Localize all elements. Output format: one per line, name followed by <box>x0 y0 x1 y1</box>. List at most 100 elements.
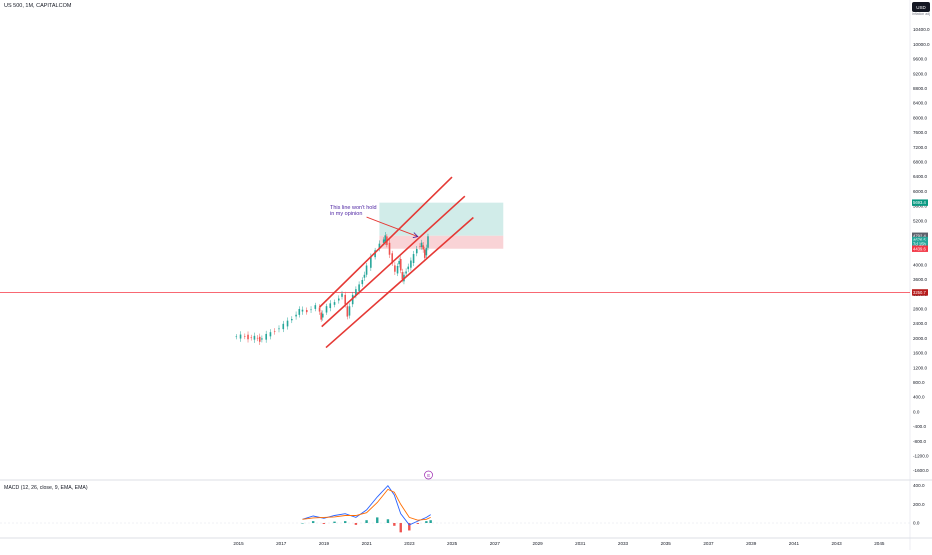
macd-y-tick-label: 400.0 <box>913 483 925 488</box>
candle-body <box>398 260 400 265</box>
macd-histogram-bar <box>344 521 347 523</box>
candle-body <box>361 279 364 285</box>
candle-body <box>269 332 272 337</box>
y-tick-label: 10000.0 <box>913 42 930 47</box>
candle-body <box>235 336 238 338</box>
candle-body <box>388 242 391 255</box>
x-tick-label: 2019 <box>319 541 330 546</box>
y-tick-label: 3600.0 <box>913 277 927 282</box>
macd-histogram-bar <box>399 523 402 533</box>
macd-histogram-bar <box>365 520 368 523</box>
macd-histogram-bar <box>416 523 420 524</box>
candle-body <box>355 289 357 296</box>
candle-body <box>333 302 336 305</box>
annotation-note: This line won't hold in my opinion <box>330 205 377 217</box>
x-tick-label: 2041 <box>789 541 800 546</box>
annotation-arrowhead <box>412 232 419 238</box>
candle-body <box>301 309 304 312</box>
y-tick-label: -400.0 <box>913 424 926 429</box>
y-tick-label: -800.0 <box>913 439 926 444</box>
y-tick-label: 6400.0 <box>913 174 927 179</box>
y-tick-label: 8800.0 <box>913 86 927 91</box>
candle-body <box>341 293 343 297</box>
candle-body <box>365 265 368 275</box>
candle-body <box>384 235 387 242</box>
macd-histogram-bar <box>301 523 304 524</box>
y-tick-label: -1200.0 <box>913 453 929 458</box>
candle-body <box>420 242 423 247</box>
y-tick-label: 1600.0 <box>913 351 927 356</box>
candle-body <box>382 239 385 243</box>
signal-line <box>302 488 431 521</box>
y-tick-label: -1600.0 <box>913 468 929 473</box>
candle-body <box>405 271 407 274</box>
y-tick-label: 9600.0 <box>913 57 927 62</box>
candle-body <box>391 253 394 264</box>
price-tag <box>912 289 928 296</box>
candle-body <box>256 337 259 339</box>
price-tag-label: 4792.4 <box>913 233 926 238</box>
candle-body <box>394 265 396 272</box>
price-tag-label: 3250.7 <box>913 290 926 295</box>
x-tick-label: 2021 <box>362 541 373 546</box>
x-tick-label: 2025 <box>447 541 458 546</box>
y-tick-label: 5600.0 <box>913 204 927 209</box>
channel-line <box>325 216 474 349</box>
candle-body <box>427 236 429 248</box>
x-tick-label: 2027 <box>490 541 501 546</box>
price-tag-label: 4439.6 <box>913 246 926 251</box>
price-tag-label: 7d 15h <box>913 241 926 246</box>
x-tick-label: 2029 <box>532 541 543 546</box>
y-tick-label: 5200.0 <box>913 218 927 223</box>
y-tick-label: 6000.0 <box>913 189 927 194</box>
candle-body <box>253 335 256 340</box>
candle-body <box>286 320 289 327</box>
candle-body <box>318 307 321 312</box>
channel-line <box>319 176 453 308</box>
candle-body <box>338 298 340 301</box>
price-tag <box>912 236 928 244</box>
candle-body <box>258 336 261 342</box>
candle-body <box>363 274 366 278</box>
candle-body <box>320 312 322 320</box>
y-tick-label: 2400.0 <box>913 321 927 326</box>
candle-body <box>278 328 280 330</box>
candle-body <box>305 310 308 313</box>
candle-body <box>325 306 328 313</box>
candle-body <box>295 314 297 317</box>
candle-body <box>419 246 421 247</box>
y-tick-label: 7600.0 <box>913 130 927 135</box>
price-tag-label: 5693.4 <box>913 200 926 205</box>
candle-body <box>348 306 351 316</box>
macd-y-tick-label: 200.0 <box>913 502 925 507</box>
macd-histogram-bar <box>393 523 396 526</box>
candle-body <box>344 294 347 305</box>
candle-body <box>314 305 317 309</box>
macd-histogram-bar <box>408 523 411 531</box>
candle-body <box>273 331 276 332</box>
candle-body <box>423 249 426 258</box>
macd-histogram-bar <box>376 517 379 523</box>
macd-histogram-bar <box>333 521 336 523</box>
x-tick-label: 2035 <box>661 541 672 546</box>
y-tick-label: 10400.0 <box>913 27 930 32</box>
y-tick-label: 2000.0 <box>913 336 927 341</box>
annotation-arrow <box>366 216 418 237</box>
channel-line <box>321 195 466 328</box>
x-tick-label: 2023 <box>404 541 415 546</box>
macd-y-tick-label: 0.0 <box>913 521 920 526</box>
currency-button[interactable]: USD <box>912 2 930 12</box>
candle-body <box>412 254 415 264</box>
candle-body <box>422 245 424 250</box>
candle-body <box>407 266 410 270</box>
price-tag <box>912 245 928 252</box>
x-tick-label: 2043 <box>832 541 843 546</box>
macd-histogram-bar <box>429 520 432 523</box>
candle-body <box>351 294 354 305</box>
price-tag <box>912 240 928 247</box>
y-tick-label: 400.0 <box>913 395 925 400</box>
candle-body <box>358 284 360 292</box>
y-tick-label: 8400.0 <box>913 101 927 106</box>
